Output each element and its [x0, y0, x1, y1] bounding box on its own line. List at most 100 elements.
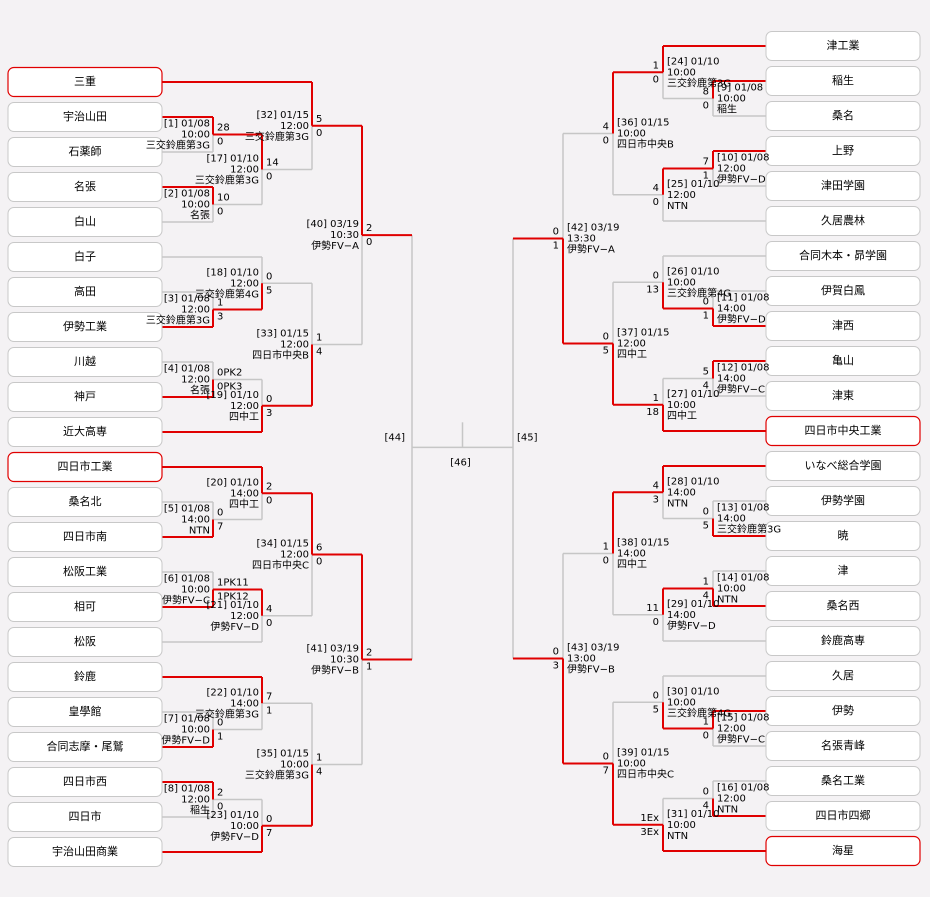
team-box [7, 662, 163, 692]
match-score: 0 [217, 137, 223, 148]
match-info: [27] 01/10 [667, 389, 720, 400]
match-score: 1 [703, 311, 709, 322]
match-info: 14:00 [717, 514, 746, 525]
match-info: 10:00 [181, 725, 210, 736]
match-score: 5 [266, 285, 272, 296]
team-box [7, 242, 163, 272]
team-box [7, 697, 163, 727]
match-score: 10 [217, 193, 230, 204]
final-label: [44] [384, 432, 405, 443]
team-box [7, 837, 163, 867]
match-info: 四日市中央C [252, 559, 309, 572]
match-score: 0 [266, 394, 272, 405]
team-box [7, 382, 163, 412]
match-info: [42] 03/19 [567, 223, 620, 234]
match-info: 12:00 [181, 305, 210, 316]
match-info: 伊勢FV−C [162, 594, 210, 607]
match-info: 伊勢FV−C [717, 733, 765, 746]
match-score: 1 [316, 333, 322, 344]
match-info: 三交鈴鹿第3G [245, 130, 309, 143]
match-score: 0 [703, 101, 709, 112]
match-info: 四中工 [617, 348, 647, 361]
layer: 三重宇治山田石薬師名張白山白子高田伊勢工業川越神戸近大高専四日市工業桑名北四日市… [7, 31, 921, 867]
match-info: [25] 01/10 [667, 179, 720, 190]
match-score: 3 [553, 661, 559, 672]
match-score: 0 [316, 128, 322, 139]
match-info: [16] 01/08 [717, 783, 770, 794]
match-info: 14:00 [667, 610, 696, 621]
team-box [765, 171, 921, 201]
match-info: [10] 01/08 [717, 153, 770, 164]
match-info: 12:00 [667, 190, 696, 201]
match-score: 0 [316, 557, 322, 568]
team-name: 津田学園 [821, 178, 865, 192]
match-info: [2] 01/08 [164, 189, 210, 200]
team-box [7, 312, 163, 342]
match-score: 0 [653, 617, 659, 628]
team-name: 名張青峰 [821, 738, 865, 752]
team-name: 四日市四郷 [816, 808, 871, 822]
match-info: 14:00 [617, 549, 646, 560]
match-info: [8] 01/08 [164, 784, 210, 795]
match-info: [39] 01/15 [617, 748, 670, 759]
team-name: 宇治山田商業 [52, 844, 118, 858]
team-name: 津東 [832, 389, 854, 402]
match-score: 7 [266, 828, 272, 839]
match-score: 1 [653, 393, 659, 404]
layer [162, 72, 766, 826]
match-info: [1] 01/08 [164, 119, 210, 130]
match-score: 0 [266, 495, 272, 506]
team-box [765, 451, 921, 481]
team-box [765, 206, 921, 236]
match-score: 4 [703, 381, 709, 392]
match-info: 14:00 [717, 304, 746, 315]
match-info: NTN [667, 831, 688, 842]
match-info: 稲生 [717, 103, 737, 116]
team-name: 四日市工業 [58, 459, 113, 473]
team-name: 鈴鹿 [74, 669, 96, 683]
match-score: 1 [217, 298, 223, 309]
team-name: 合同志摩・尾鷲 [47, 739, 124, 753]
team-name: 合同木本・昴学園 [799, 248, 887, 262]
match-info: [26] 01/10 [667, 266, 720, 277]
team-box [765, 241, 921, 271]
match-info: 三交鈴鹿第3G [245, 769, 309, 782]
match-score: 0 [653, 74, 659, 85]
match-info: 四中工 [617, 558, 647, 571]
match-score: 0 [653, 197, 659, 208]
match-score: 11 [646, 603, 659, 614]
team-box [7, 487, 163, 517]
team-name: 白山 [74, 214, 96, 228]
team-box [7, 627, 163, 657]
team-box [7, 767, 163, 797]
match-info: [30] 01/10 [667, 686, 720, 697]
match-score: 28 [217, 123, 230, 134]
match-info: 10:00 [181, 130, 210, 141]
match-info: [33] 01/15 [256, 329, 309, 340]
team-name: 神戸 [74, 389, 96, 403]
match-info: [31] 01/10 [667, 809, 720, 820]
match-score: 0 [266, 172, 272, 183]
team-name: 稲生 [832, 73, 854, 87]
match-info: 10:00 [617, 129, 646, 140]
match-info: 稲生 [190, 804, 210, 817]
match-score: 1 [603, 542, 609, 553]
match-info: [5] 01/08 [164, 504, 210, 515]
match-score: 0 [553, 647, 559, 658]
match-info: [28] 01/10 [667, 476, 720, 487]
match-info: [24] 01/10 [667, 56, 720, 67]
match-info: [32] 01/15 [256, 110, 309, 121]
team-box [765, 556, 921, 586]
team-box [7, 277, 163, 307]
team-box [7, 522, 163, 552]
match-info: 10:00 [230, 821, 259, 832]
team-name: 皇學館 [69, 704, 102, 718]
match-info: 10:00 [667, 400, 696, 411]
team-name: 伊勢学園 [821, 493, 865, 507]
team-box [765, 276, 921, 306]
team-name: 宇治山田 [63, 109, 107, 123]
match-score: 0 [366, 237, 372, 248]
match-info: 四中工 [229, 410, 259, 423]
match-info: [36] 01/15 [617, 118, 670, 129]
match-info: 10:00 [667, 277, 696, 288]
